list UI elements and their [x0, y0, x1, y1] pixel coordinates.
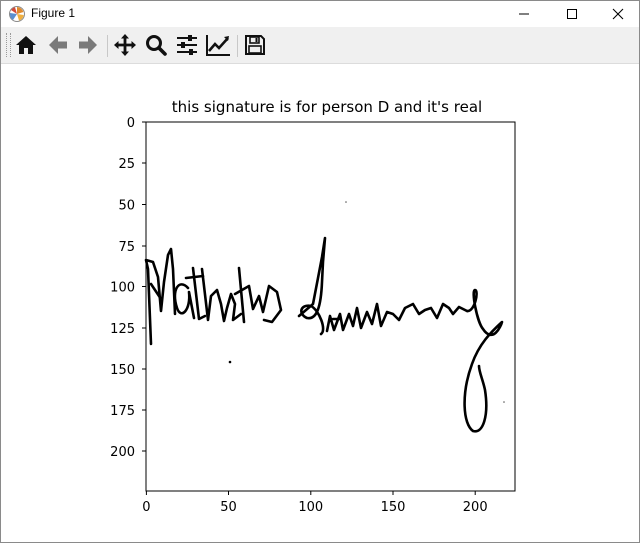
y-tick-label: 50	[118, 199, 135, 214]
y-tick-label: 0	[127, 116, 135, 131]
y-tick: 0	[127, 116, 146, 131]
x-tick: 0	[142, 491, 151, 515]
y-tick: 75	[118, 240, 146, 255]
line-chart-icon	[206, 35, 230, 56]
signature-strokes	[144, 236, 504, 433]
configure-subplots-button[interactable]	[173, 30, 201, 60]
y-tick: 150	[110, 363, 146, 378]
axes-frame	[145, 121, 516, 492]
x-tick-label: 100	[298, 500, 323, 515]
x-axis: 0 50 100 150 200	[142, 491, 488, 515]
pan-button[interactable]	[111, 30, 139, 60]
y-tick-label: 25	[118, 157, 135, 172]
y-tick: 50	[118, 199, 146, 214]
plot-title: this signature is for person D and it's …	[172, 98, 482, 116]
close-button[interactable]	[595, 1, 640, 27]
floppy-disk-icon	[245, 35, 265, 55]
y-tick: 125	[110, 322, 146, 337]
y-tick-label: 125	[110, 322, 135, 337]
forward-button[interactable]	[74, 30, 102, 60]
x-tick: 50	[220, 491, 237, 515]
y-tick-label: 150	[110, 363, 135, 378]
y-tick: 25	[118, 157, 146, 172]
toolbar-separator	[237, 35, 238, 57]
x-tick: 200	[463, 491, 488, 515]
x-tick-label: 150	[381, 500, 406, 515]
edit-axis-button[interactable]	[204, 30, 232, 60]
y-tick-label: 200	[110, 445, 135, 460]
toolbar-separator	[107, 35, 108, 57]
signature-image	[144, 122, 515, 491]
y-tick-label: 100	[110, 281, 135, 296]
matplotlib-logo-icon	[9, 6, 25, 22]
x-tick-label: 50	[220, 500, 237, 515]
close-icon	[612, 8, 624, 20]
back-button[interactable]	[44, 30, 72, 60]
save-button[interactable]	[241, 30, 269, 60]
y-tick-label: 75	[118, 240, 135, 255]
y-tick: 175	[110, 404, 146, 419]
y-tick-label: 175	[110, 404, 135, 419]
navigation-toolbar	[1, 27, 639, 64]
arrow-left-icon	[49, 36, 67, 54]
minimize-icon	[519, 13, 529, 15]
move-icon	[114, 34, 136, 56]
magnifier-icon	[146, 35, 167, 56]
y-axis: 0 25 50 75 100	[110, 116, 146, 460]
x-tick-label: 0	[142, 500, 150, 515]
figure-canvas[interactable]: this signature is for person D and it's …	[1, 64, 639, 542]
arrow-right-icon	[79, 36, 97, 54]
toolbar-grip[interactable]	[6, 33, 11, 57]
title-bar: Figure 1	[1, 1, 639, 27]
x-tick: 100	[298, 491, 323, 515]
y-tick: 200	[110, 445, 146, 460]
plot-area: this signature is for person D and it's …	[110, 98, 516, 515]
zoom-button[interactable]	[142, 30, 170, 60]
y-tick: 100	[110, 281, 146, 296]
window-title: Figure 1	[31, 6, 76, 20]
minimize-button[interactable]	[501, 1, 547, 27]
maximize-button[interactable]	[549, 1, 595, 27]
sliders-icon	[177, 35, 197, 55]
home-icon	[16, 36, 36, 54]
x-tick-label: 200	[463, 500, 488, 515]
x-tick: 150	[381, 491, 406, 515]
maximize-icon	[567, 9, 577, 19]
home-button[interactable]	[12, 30, 40, 60]
